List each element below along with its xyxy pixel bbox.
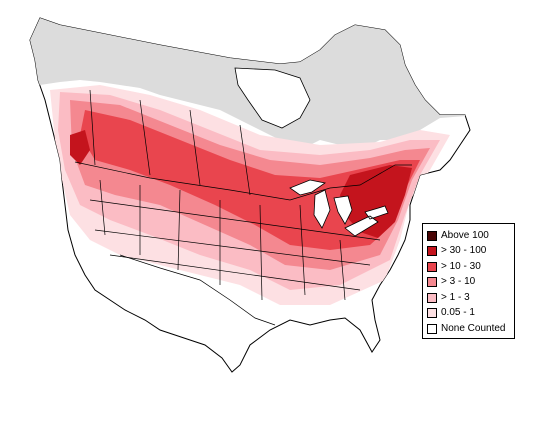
legend-label: Above 100 [441, 229, 489, 241]
political-borders [74, 89, 412, 326]
legend-swatch [427, 230, 437, 241]
legend-swatch [427, 246, 437, 257]
hudson-bay [234, 67, 311, 129]
abundance-level-4 [80, 110, 420, 250]
legend-label: 0.05 - 1 [441, 307, 475, 319]
legend-item: > 1 - 3 [427, 290, 514, 306]
abundance-level-5 [340, 165, 412, 238]
abundance-level-5-pacific [70, 130, 90, 165]
legend-label: None Counted [441, 322, 506, 334]
legend-item: > 10 - 30 [427, 259, 514, 275]
legend-swatch [427, 261, 437, 272]
legend-label: > 3 - 10 [441, 276, 476, 288]
legend-label: > 10 - 30 [441, 260, 481, 272]
legend-swatch [427, 292, 437, 303]
legend-swatch [427, 308, 437, 319]
legend-label: > 30 - 100 [441, 245, 487, 257]
legend-label: > 1 - 3 [441, 291, 470, 303]
legend-item: None Counted [427, 321, 514, 337]
legend-item: 0.05 - 1 [427, 306, 514, 322]
legend-swatch [427, 277, 437, 288]
legend-item: > 3 - 10 [427, 275, 514, 291]
legend-item: Above 100 [427, 228, 514, 244]
map-legend: Above 100 > 30 - 100 > 10 - 30 > 3 - 10 … [422, 223, 515, 339]
legend-item: > 30 - 100 [427, 244, 514, 260]
great-lakes [289, 179, 389, 237]
legend-swatch [427, 323, 437, 334]
